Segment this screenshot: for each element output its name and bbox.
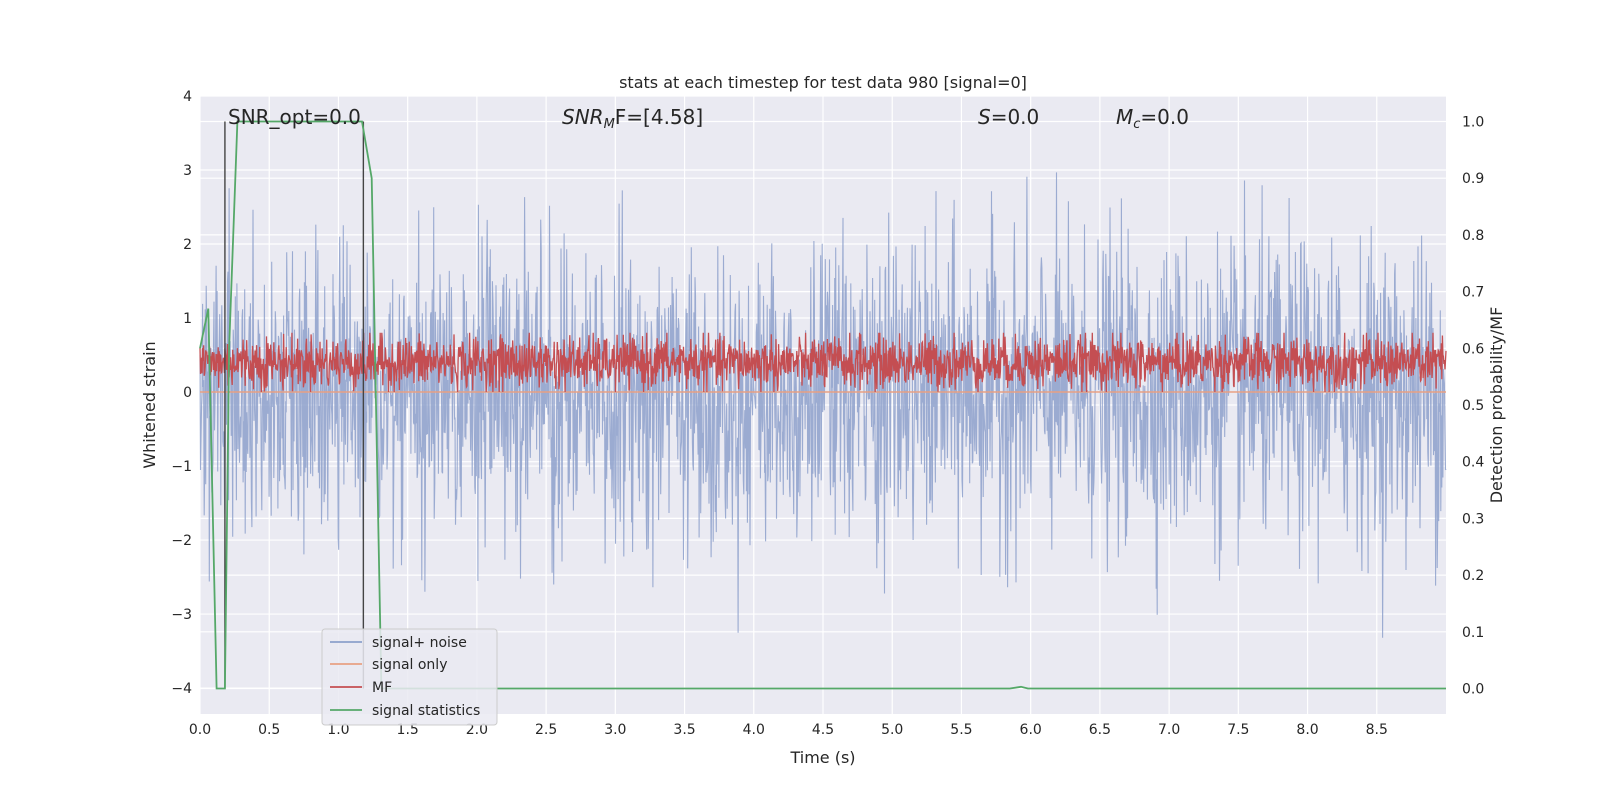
x-tick-label: 4.5 — [812, 722, 834, 738]
y2-tick-label: 0.2 — [1462, 568, 1484, 584]
annotation-mc-value: =0.0 — [1140, 105, 1189, 129]
legend-label-signal-only: signal only — [372, 657, 447, 673]
y-axis-label: Whitened strain — [140, 341, 159, 468]
y-tick-label: −1 — [171, 459, 192, 475]
y2-tick-label: 0.3 — [1462, 511, 1484, 527]
x-tick-labels: 0.0 0.5 1.0 1.5 2.0 2.5 3.0 3.5 4.0 4.5 5.0 5.5 6.0 6… — [189, 722, 1388, 738]
annotation-mc: Mc=0.0 — [1116, 105, 1189, 132]
y2-tick-label: 0.5 — [1462, 398, 1484, 414]
x-tick-label: 2.0 — [466, 722, 488, 738]
y2-tick-label: 0.6 — [1462, 341, 1484, 357]
y2-tick-label: 0.1 — [1462, 625, 1484, 641]
legend-box — [321, 628, 498, 726]
annotation-snr-mf-prefix: SNR — [562, 105, 604, 129]
x-tick-label: 1.0 — [327, 722, 349, 738]
x-tick-label: 5.0 — [881, 722, 903, 738]
y2-axis-label: Detection probability/MF — [1487, 307, 1506, 504]
y2-tick-label: 1.0 — [1462, 115, 1484, 131]
y2-tick-label: 0.8 — [1462, 228, 1484, 244]
x-tick-label: 2.5 — [535, 722, 557, 738]
series-signal-statistics-line — [199, 120, 1446, 690]
legend-label-mf: MF — [372, 680, 392, 696]
annotations: SNR_opt=0.0 SNRMF=[4.58] S=0.0 Mc=0.0 — [228, 105, 1189, 132]
legend-label-signal-statistics: signal statistics — [372, 703, 480, 719]
annotation-snr-mf-sub: M — [604, 117, 615, 132]
y-tick-label: −4 — [171, 681, 192, 697]
y-tick-label: 0 — [183, 385, 192, 401]
series-layer — [199, 120, 1447, 690]
x-tick-label: 1.5 — [397, 722, 419, 738]
y-tick-labels: −4 −3 −2 −1 0 1 2 3 4 — [171, 89, 192, 697]
x-tick-label: 5.5 — [950, 722, 972, 738]
annotation-mc-label: M — [1116, 105, 1133, 129]
y-tick-label: 1 — [183, 311, 192, 327]
y-tick-label: −2 — [171, 533, 192, 549]
y2-tick-label: 0.4 — [1462, 455, 1484, 471]
annotation-mc-sub: c — [1133, 117, 1140, 132]
annotation-s: S=0.0 — [978, 105, 1039, 129]
y-tick-label: −3 — [171, 607, 192, 623]
y2-tick-labels: 0.0 0.1 0.2 0.3 0.4 0.5 0.6 0.7 0.8 0.9 1.0 — [1462, 115, 1484, 698]
x-tick-label: 7.5 — [1227, 722, 1249, 738]
y-tick-label: 3 — [183, 163, 192, 179]
x-tick-label: 8.0 — [1296, 722, 1318, 738]
annotation-s-label: S — [978, 105, 991, 129]
x-tick-label: 4.0 — [743, 722, 765, 738]
series-signal-noise-line — [199, 172, 1447, 638]
x-tick-label: 8.5 — [1366, 722, 1388, 738]
x-tick-label: 3.0 — [604, 722, 626, 738]
annotation-snr-opt: SNR_opt=0.0 — [228, 105, 361, 129]
legend-label-signal-noise: signal+ noise — [372, 635, 467, 651]
series-mf-line — [199, 332, 1447, 393]
x-tick-label: 3.5 — [673, 722, 695, 738]
x-axis-label: Time (s) — [789, 748, 855, 767]
x-tick-label: 0.0 — [189, 722, 211, 738]
y2-tick-label: 0.9 — [1462, 171, 1484, 187]
annotation-s-value: =0.0 — [991, 105, 1040, 129]
legend: signal+ noise signal only MF signal stat… — [321, 628, 498, 726]
x-tick-label: 6.5 — [1089, 722, 1111, 738]
chart-title: stats at each timestep for test data 980… — [619, 73, 1027, 92]
x-tick-label: 6.0 — [1020, 722, 1042, 738]
y-tick-label: 4 — [183, 89, 192, 105]
y2-tick-label: 0.7 — [1462, 285, 1484, 301]
y-tick-label: 2 — [183, 237, 192, 253]
y2-tick-label: 0.0 — [1462, 681, 1484, 697]
annotation-snr-mf-suffix: F=[4.58] — [615, 105, 703, 129]
annotation-snr-mf: SNRMF=[4.58] — [562, 105, 703, 132]
x-tick-label: 0.5 — [258, 722, 280, 738]
x-tick-label: 7.0 — [1158, 722, 1180, 738]
